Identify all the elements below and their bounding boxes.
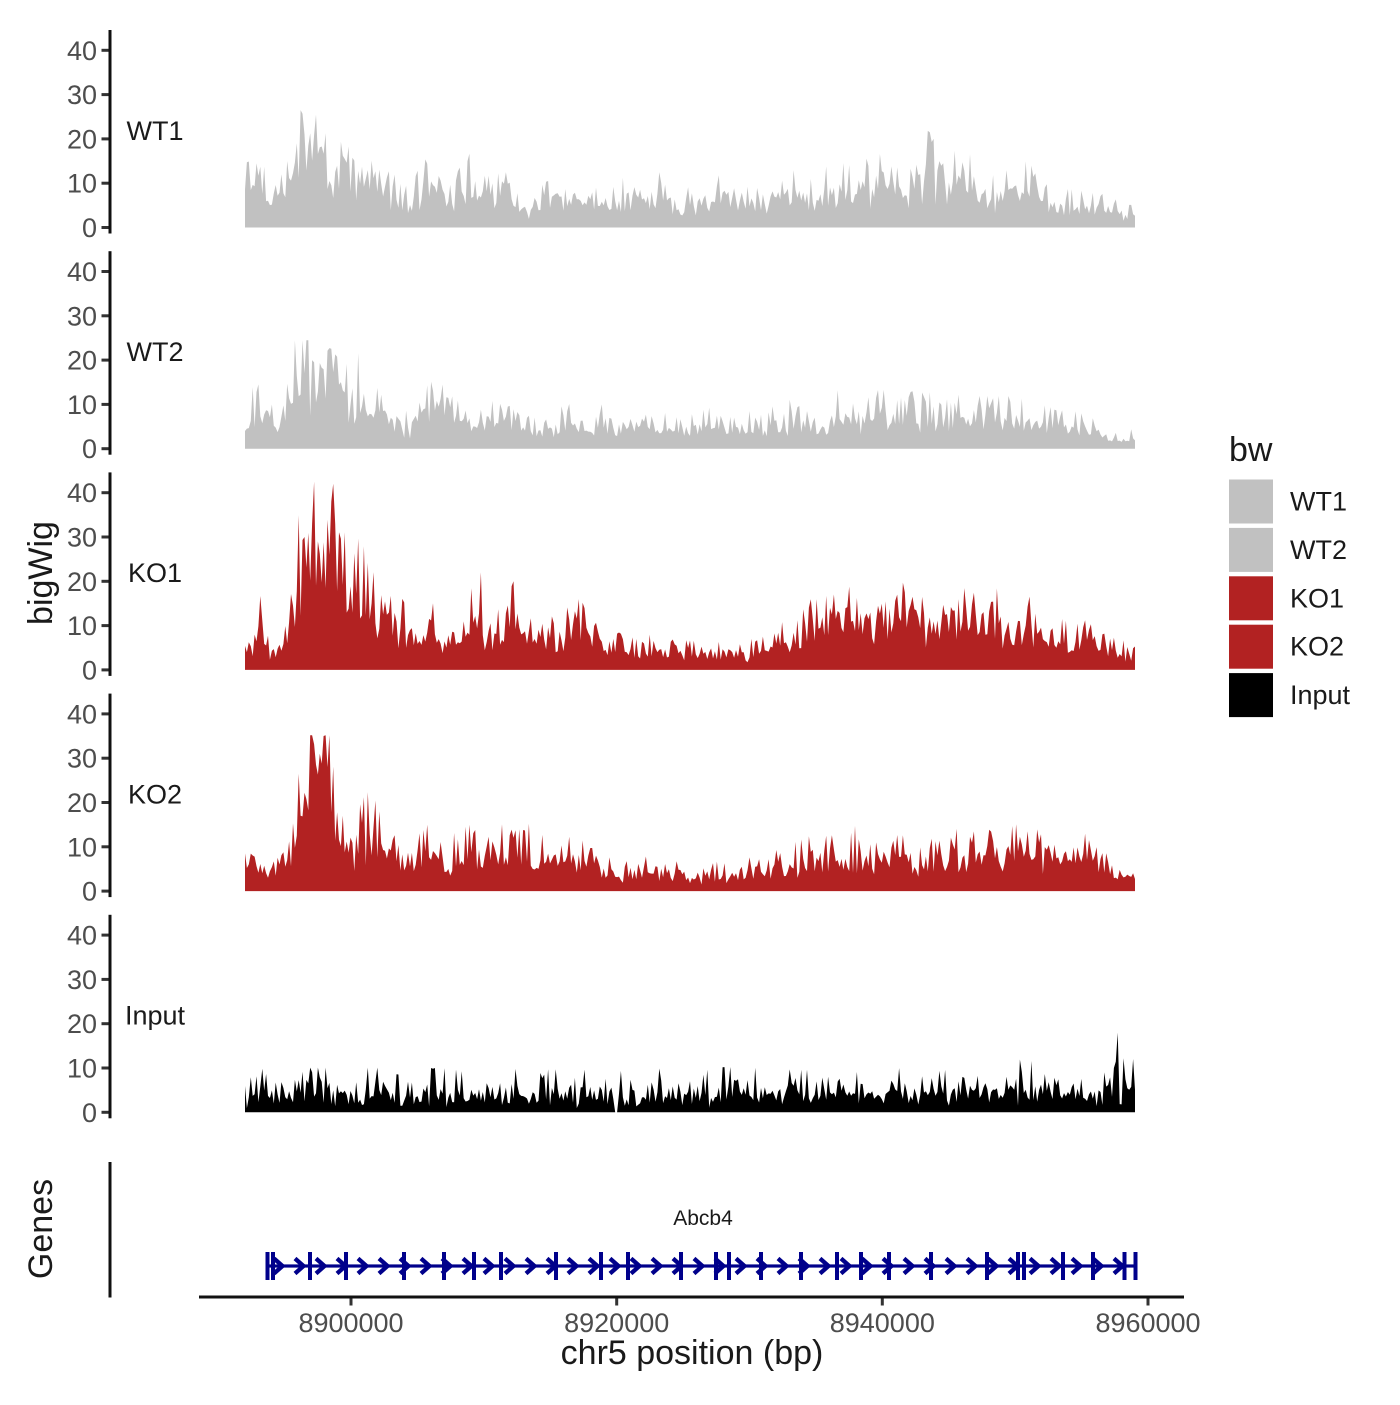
- svg-text:Input: Input: [125, 1001, 186, 1031]
- svg-text:8920000: 8920000: [564, 1308, 669, 1338]
- svg-text:KO1: KO1: [128, 558, 182, 588]
- svg-text:8900000: 8900000: [298, 1308, 403, 1338]
- svg-text:30: 30: [67, 744, 97, 774]
- svg-text:8960000: 8960000: [1095, 1308, 1200, 1338]
- svg-text:20: 20: [67, 124, 97, 154]
- svg-text:WT2: WT2: [1290, 535, 1347, 565]
- svg-text:0: 0: [82, 655, 97, 685]
- svg-text:30: 30: [67, 80, 97, 110]
- svg-text:30: 30: [67, 301, 97, 331]
- svg-text:0: 0: [82, 213, 97, 243]
- svg-text:40: 40: [67, 921, 97, 951]
- svg-text:0: 0: [82, 877, 97, 907]
- svg-text:chr5 position (bp): chr5 position (bp): [561, 1334, 824, 1372]
- svg-text:10: 10: [67, 169, 97, 199]
- svg-text:10: 10: [67, 1054, 97, 1084]
- svg-text:bigWig: bigWig: [22, 521, 60, 625]
- svg-text:30: 30: [67, 523, 97, 553]
- svg-text:Genes: Genes: [22, 1179, 60, 1279]
- svg-text:WT1: WT1: [1290, 487, 1347, 517]
- svg-text:40: 40: [67, 36, 97, 66]
- svg-text:8940000: 8940000: [830, 1308, 935, 1338]
- svg-text:10: 10: [67, 611, 97, 641]
- svg-text:40: 40: [67, 478, 97, 508]
- svg-text:40: 40: [67, 257, 97, 287]
- svg-text:20: 20: [67, 567, 97, 597]
- svg-text:20: 20: [67, 788, 97, 818]
- svg-text:40: 40: [67, 699, 97, 729]
- svg-text:20: 20: [67, 346, 97, 376]
- svg-text:20: 20: [67, 1009, 97, 1039]
- svg-text:0: 0: [82, 1098, 97, 1128]
- svg-text:10: 10: [67, 390, 97, 420]
- svg-text:WT1: WT1: [127, 116, 184, 146]
- svg-text:bw: bw: [1229, 431, 1273, 469]
- svg-text:WT2: WT2: [127, 337, 184, 367]
- svg-text:KO1: KO1: [1290, 583, 1344, 613]
- svg-text:Input: Input: [1290, 680, 1351, 710]
- svg-text:Abcb4: Abcb4: [673, 1207, 733, 1230]
- svg-text:0: 0: [82, 434, 97, 464]
- svg-text:10: 10: [67, 832, 97, 862]
- svg-text:KO2: KO2: [128, 779, 182, 809]
- svg-text:30: 30: [67, 965, 97, 995]
- svg-text:KO2: KO2: [1290, 632, 1344, 662]
